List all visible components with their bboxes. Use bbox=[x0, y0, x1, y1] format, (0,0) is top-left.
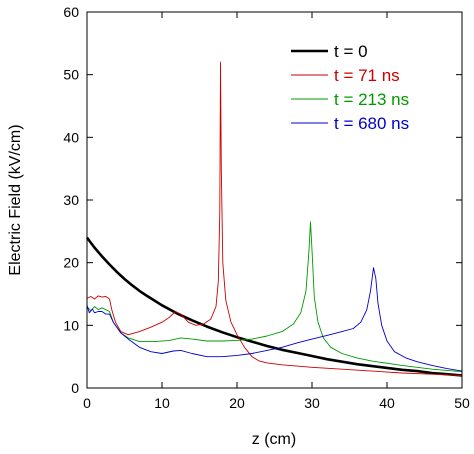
x-tick-label: 10 bbox=[154, 395, 170, 411]
x-tick-label: 50 bbox=[454, 395, 470, 411]
series-line-3 bbox=[86, 267, 463, 372]
x-tick-label: 40 bbox=[379, 395, 395, 411]
series-layer bbox=[85, 61, 463, 377]
series-line-1 bbox=[86, 61, 463, 376]
x-tick-label: 30 bbox=[304, 395, 320, 411]
y-axis-label: Electric Field (kV/cm) bbox=[7, 124, 24, 275]
y-tick-label: 10 bbox=[63, 317, 79, 333]
legend-label-3: t = 680 ns bbox=[334, 114, 409, 133]
y-tick-label: 60 bbox=[63, 4, 79, 20]
x-tick-label: 20 bbox=[229, 395, 245, 411]
series-line-2 bbox=[86, 221, 463, 373]
legend-label-2: t = 213 ns bbox=[334, 90, 409, 109]
y-tick-label: 30 bbox=[63, 192, 79, 208]
y-tick-label: 20 bbox=[63, 255, 79, 271]
legend: t = 0 t = 71 ns t = 213 ns t = 680 ns bbox=[291, 42, 409, 133]
x-tick-label: 0 bbox=[83, 395, 91, 411]
y-tick-label: 0 bbox=[71, 380, 79, 396]
x-axis-label: z (cm) bbox=[252, 431, 296, 448]
legend-label-1: t = 71 ns bbox=[334, 66, 400, 85]
ticks-layer: 0 10 20 30 40 50 0 10 20 30 40 50 60 bbox=[63, 4, 470, 411]
legend-label-0: t = 0 bbox=[334, 42, 368, 61]
y-tick-label: 40 bbox=[63, 129, 79, 145]
y-tick-label: 50 bbox=[63, 67, 79, 83]
